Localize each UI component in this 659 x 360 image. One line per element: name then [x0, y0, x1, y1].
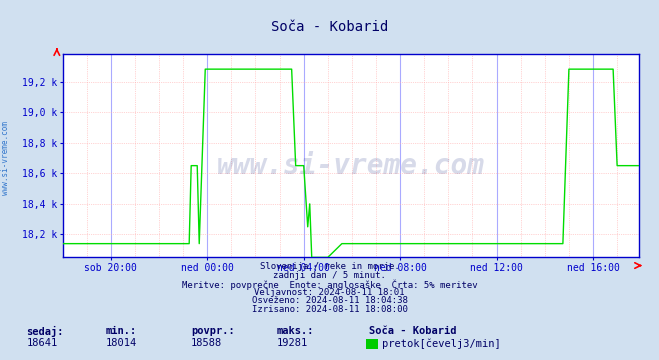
Text: povpr.:: povpr.:	[191, 326, 235, 336]
Text: www.si-vreme.com: www.si-vreme.com	[1, 121, 10, 195]
Text: zadnji dan / 5 minut.: zadnji dan / 5 minut.	[273, 271, 386, 280]
Text: Izrisano: 2024-08-11 18:08:00: Izrisano: 2024-08-11 18:08:00	[252, 305, 407, 314]
Text: sedaj:: sedaj:	[26, 326, 64, 337]
Text: Osveženo: 2024-08-11 18:04:38: Osveženo: 2024-08-11 18:04:38	[252, 296, 407, 305]
Text: maks.:: maks.:	[277, 326, 314, 336]
Text: Slovenija / reke in morje.: Slovenija / reke in morje.	[260, 262, 399, 271]
Text: Meritve: povprečne  Enote: anglosaške  Črta: 5% meritev: Meritve: povprečne Enote: anglosaške Črt…	[182, 279, 477, 290]
Text: 18014: 18014	[105, 338, 136, 348]
Text: Veljavnost: 2024-08-11 18:01: Veljavnost: 2024-08-11 18:01	[254, 288, 405, 297]
Text: Soča - Kobarid: Soča - Kobarid	[271, 20, 388, 34]
Text: 18641: 18641	[26, 338, 57, 348]
Text: 19281: 19281	[277, 338, 308, 348]
Text: min.:: min.:	[105, 326, 136, 336]
Text: 18588: 18588	[191, 338, 222, 348]
Text: pretok[čevelj3/min]: pretok[čevelj3/min]	[382, 338, 501, 349]
Text: www.si-vreme.com: www.si-vreme.com	[217, 152, 485, 180]
Text: Soča - Kobarid: Soča - Kobarid	[369, 326, 457, 336]
